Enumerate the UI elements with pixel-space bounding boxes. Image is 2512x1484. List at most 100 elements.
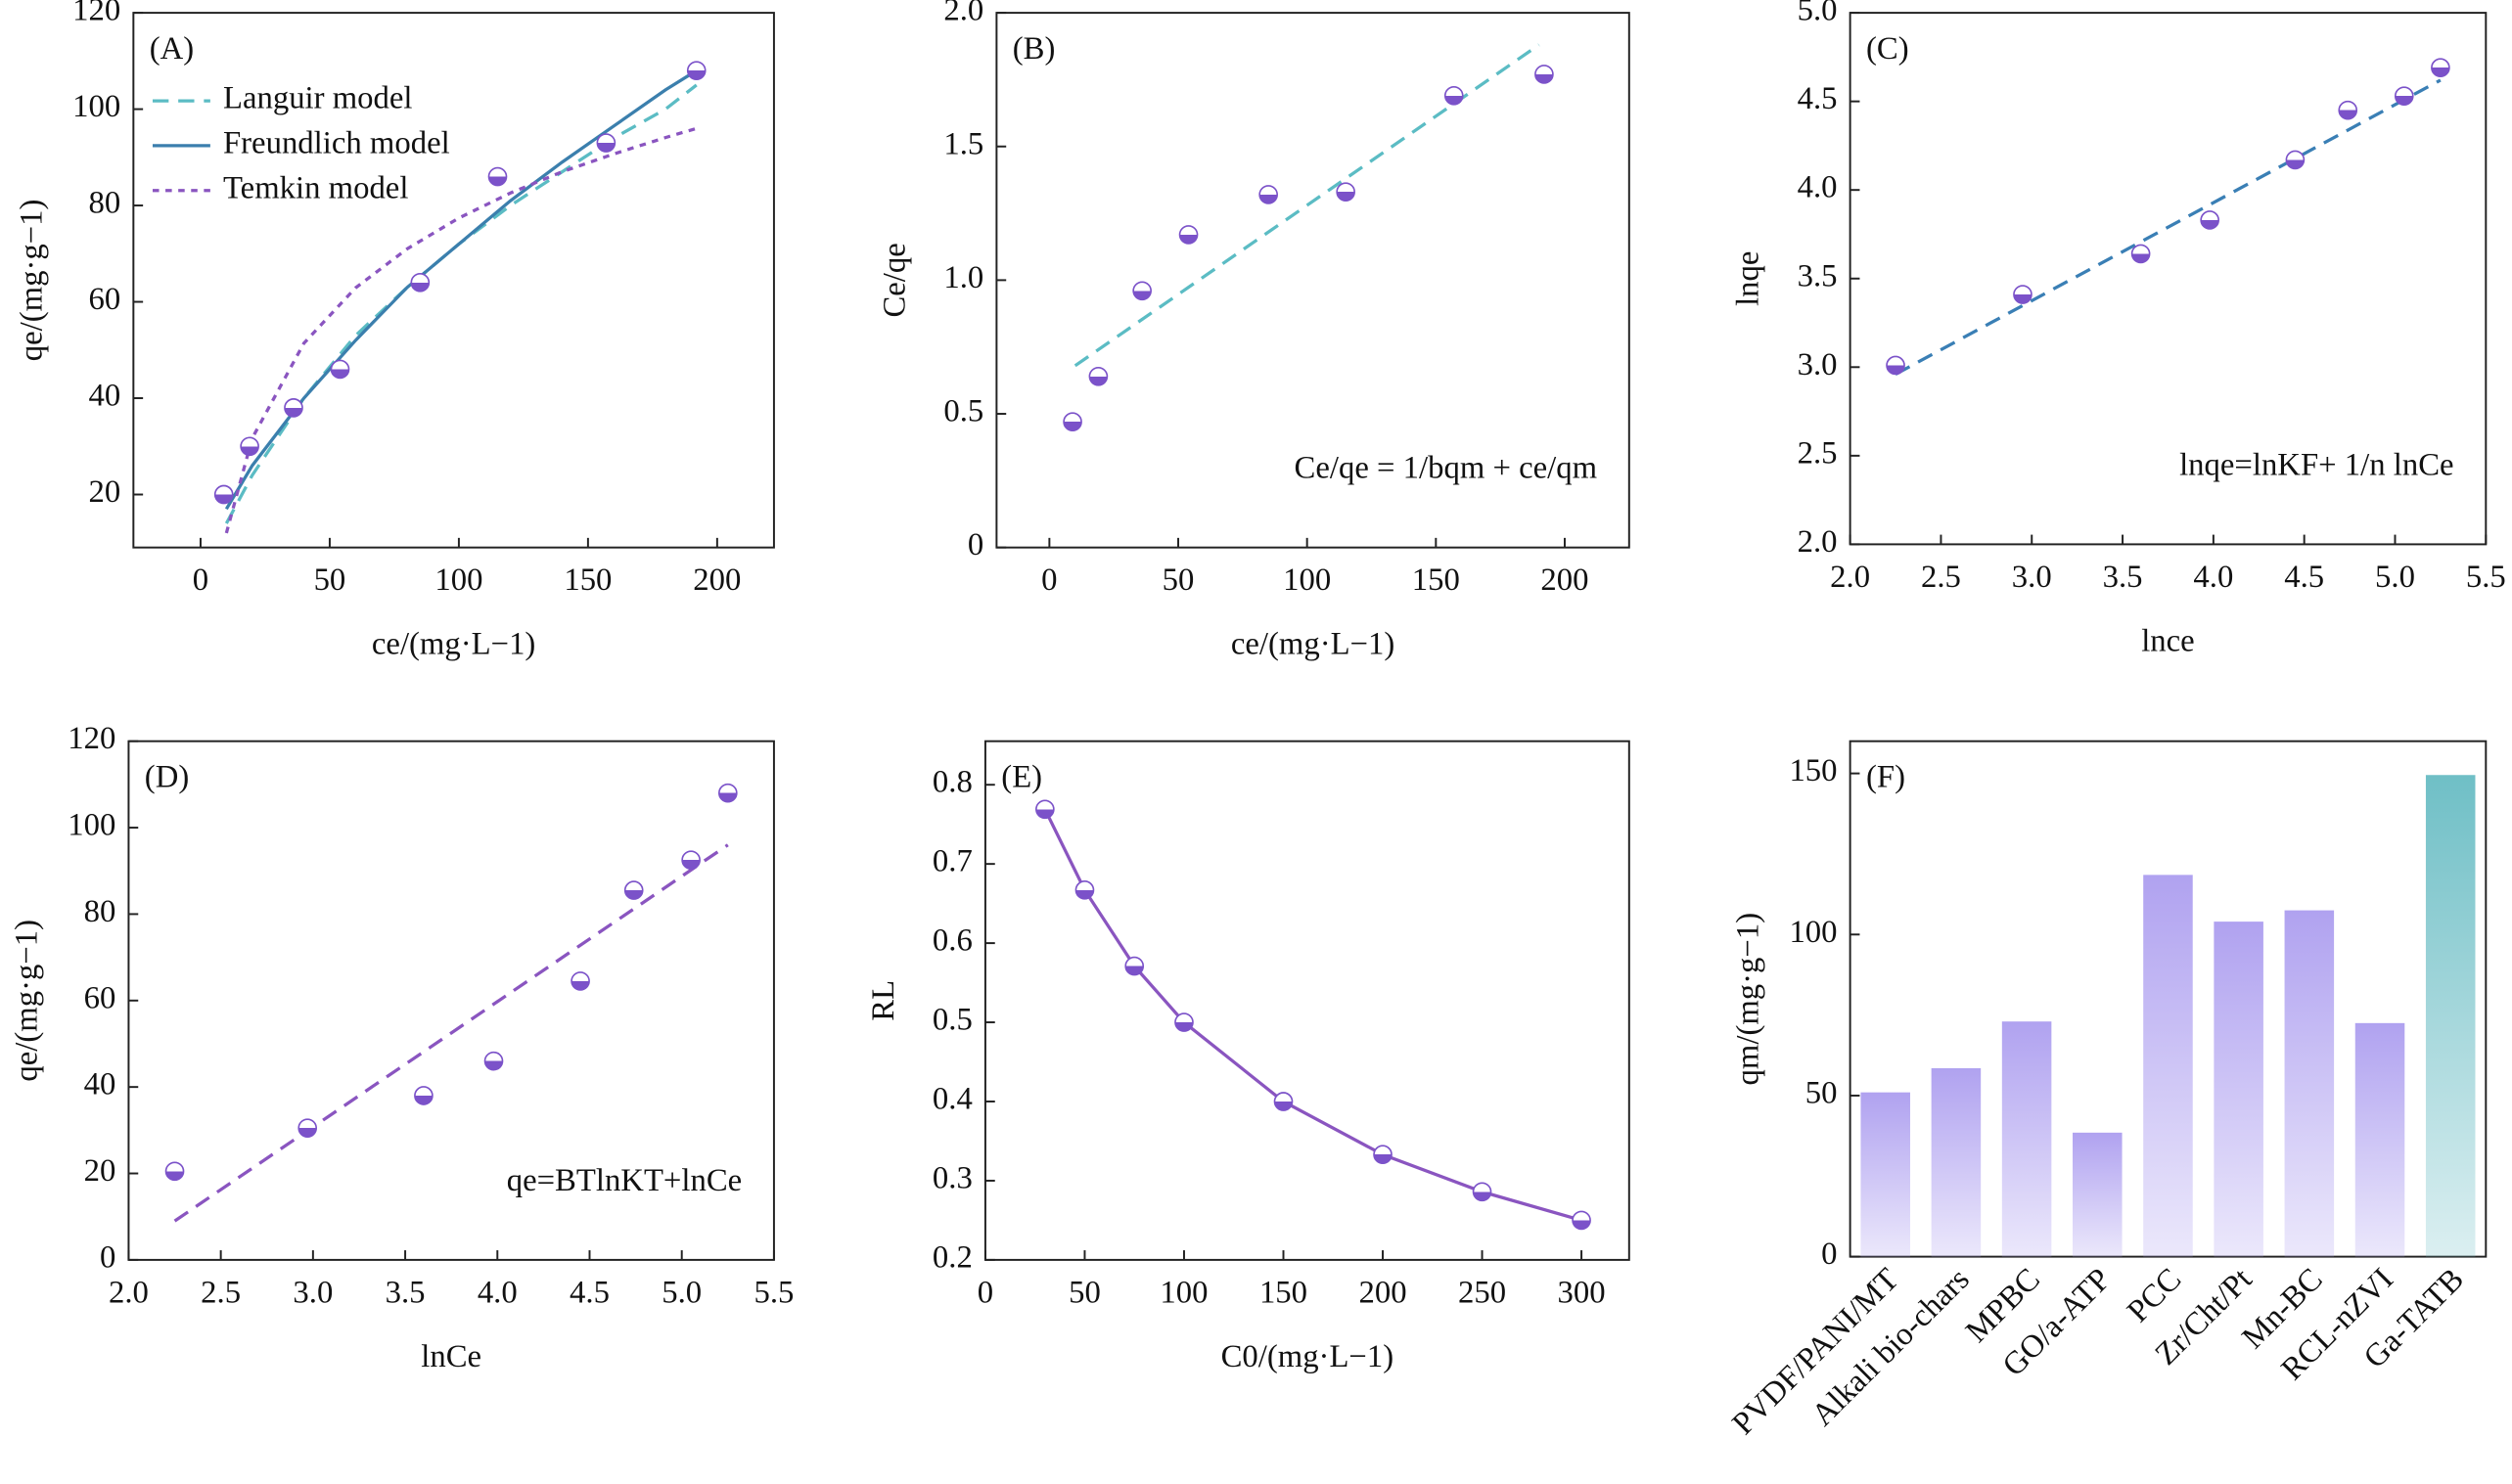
x-tick-label: 150 <box>564 562 612 598</box>
x-tick-label: 50 <box>1163 562 1195 598</box>
x-tick-label: 4.0 <box>478 1275 518 1310</box>
data-point <box>2200 210 2219 230</box>
data-point <box>2013 285 2032 304</box>
data-point <box>1132 281 1152 301</box>
y-tick-label: 50 <box>1805 1075 1838 1110</box>
x-axis-label: lnCe <box>421 1339 481 1374</box>
fit-line <box>224 126 698 534</box>
y-tick-label: 0.8 <box>933 765 973 800</box>
x-tick-label: 50 <box>1069 1275 1101 1310</box>
y-axis-label: lnqe <box>1731 251 1766 306</box>
bar <box>2284 910 2335 1257</box>
x-tick-label: 5.0 <box>662 1275 702 1310</box>
data-point <box>1174 1012 1194 1032</box>
data-point <box>596 133 617 153</box>
x-tick-label: 0 <box>193 562 208 598</box>
data-point <box>1258 185 1278 204</box>
x-tick-label: 200 <box>1358 1275 1406 1310</box>
y-tick-label: 2.0 <box>943 0 983 28</box>
legend-label: Freundlich model <box>223 125 450 160</box>
y-tick-label: 40 <box>84 1067 116 1102</box>
x-tick-label: 0 <box>978 1275 993 1310</box>
x-tick-label: 250 <box>1458 1275 1506 1310</box>
y-tick-label: 1.0 <box>943 260 983 295</box>
panel-label: (A) <box>150 31 194 67</box>
data-point <box>1443 85 1464 106</box>
y-tick-label: 0.5 <box>943 394 983 429</box>
x-tick-label: 4.5 <box>570 1275 610 1310</box>
y-tick-label: 4.0 <box>1798 170 1838 205</box>
x-tick-label: 3.0 <box>293 1275 333 1310</box>
data-point <box>2130 244 2151 264</box>
data-point <box>410 273 431 292</box>
x-tick-label: 3.5 <box>386 1275 426 1310</box>
data-point <box>1472 1182 1492 1202</box>
data-point <box>2394 86 2414 107</box>
panel-label: (F) <box>1866 759 1905 794</box>
line <box>1043 808 1582 1222</box>
y-tick-label: 3.5 <box>1798 258 1838 293</box>
equation: Ce/qe = 1/bqm + ce/qm <box>1295 451 1598 486</box>
data-point <box>1063 412 1082 432</box>
x-tick-label: 150 <box>1259 1275 1307 1310</box>
x-tick-label: 2.0 <box>109 1275 149 1310</box>
x-tick-label: 2.0 <box>1830 560 1870 595</box>
x-tick-label: 100 <box>1283 562 1331 598</box>
fit-line <box>224 68 698 511</box>
data-point <box>2285 150 2306 170</box>
y-tick-label: 2.0 <box>1798 524 1838 560</box>
y-tick-label: 20 <box>84 1153 116 1189</box>
y-tick-label: 150 <box>1789 753 1837 788</box>
y-tick-label: 0.5 <box>933 1003 973 1038</box>
bar <box>1860 1092 1910 1257</box>
x-tick-label: 3.0 <box>2012 560 2052 595</box>
legend-label: Temkin model <box>223 170 408 205</box>
x-tick-label: 200 <box>693 562 741 598</box>
fit-line <box>173 843 729 1223</box>
y-tick-label: 80 <box>84 894 116 929</box>
data-point <box>1074 880 1095 900</box>
y-tick-label: 80 <box>89 186 121 221</box>
y-tick-label: 2.5 <box>1798 435 1838 471</box>
y-axis-label: Ce/qe <box>877 243 912 317</box>
y-tick-label: 60 <box>89 282 121 317</box>
data-point <box>213 484 234 505</box>
equation: qe=BTlnKT+lnCe <box>507 1163 742 1198</box>
data-point <box>1534 65 1554 84</box>
data-point <box>1886 355 1905 376</box>
y-tick-label: 3.0 <box>1798 347 1838 382</box>
fit-line <box>1895 78 2442 376</box>
data-point <box>240 436 259 457</box>
data-point <box>717 783 738 803</box>
fit-line <box>1073 43 1540 368</box>
y-tick-label: 100 <box>72 89 120 124</box>
bar <box>2073 1132 2123 1257</box>
data-point <box>1273 1092 1294 1111</box>
y-tick-label: 0.7 <box>933 844 973 879</box>
x-tick-label: 2.5 <box>201 1275 241 1310</box>
x-tick-label: 5.0 <box>2375 560 2415 595</box>
x-tick-label: 200 <box>1540 562 1588 598</box>
data-point <box>1124 956 1145 976</box>
data-point <box>487 166 508 187</box>
panel-label: (B) <box>1013 31 1056 67</box>
x-tick-label: 3.5 <box>2103 560 2143 595</box>
x-tick-label: 0 <box>1041 562 1057 598</box>
data-point <box>2431 58 2450 78</box>
x-tick-label: 4.0 <box>2193 560 2233 595</box>
data-point <box>1572 1210 1591 1231</box>
panel-label: (C) <box>1866 31 1909 67</box>
data-point <box>164 1161 185 1182</box>
data-point <box>2338 100 2358 120</box>
y-tick-label: 0 <box>1821 1237 1837 1272</box>
bar <box>2354 1022 2405 1257</box>
y-tick-label: 0.4 <box>933 1082 973 1117</box>
y-tick-label: 0 <box>968 527 983 562</box>
data-point <box>1373 1145 1393 1165</box>
x-tick-label: 100 <box>1160 1275 1208 1310</box>
bar <box>2001 1021 2052 1257</box>
data-point <box>1336 182 1355 202</box>
y-tick-label: 120 <box>68 721 115 756</box>
